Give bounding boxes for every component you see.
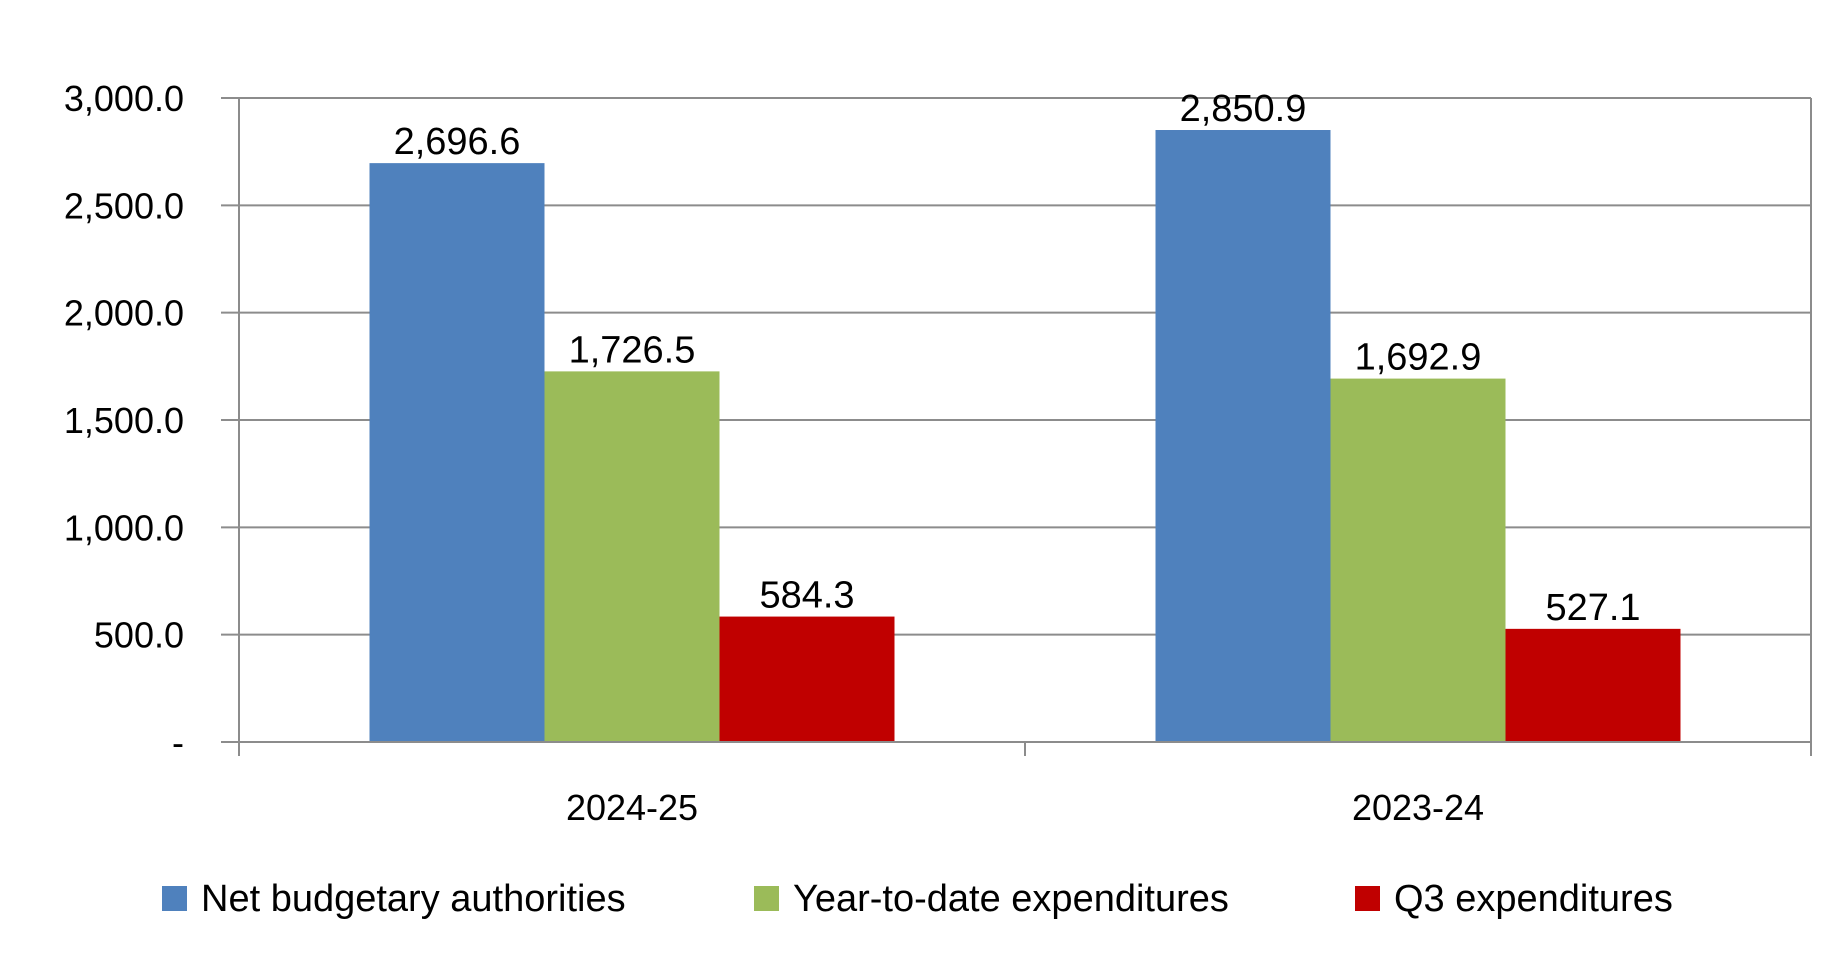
y-tick-label: - bbox=[172, 722, 184, 763]
legend: Net budgetary authorities Year-to-date ex… bbox=[162, 878, 1673, 920]
bar bbox=[1155, 130, 1331, 742]
data-label: 2,850.9 bbox=[1180, 88, 1307, 130]
y-tick-label: 2,500.0 bbox=[64, 185, 184, 226]
data-label: 584.3 bbox=[759, 575, 854, 617]
legend-label: Year-to-date expenditures bbox=[793, 878, 1229, 920]
legend-swatch bbox=[162, 886, 187, 911]
y-tick-label: 1,000.0 bbox=[64, 507, 184, 548]
bar bbox=[544, 371, 720, 742]
x-axis: 2024-25 2023-24 bbox=[221, 741, 1812, 828]
bar bbox=[1330, 378, 1506, 742]
x-tick-label: 2023-24 bbox=[1352, 787, 1484, 828]
legend-label: Net budgetary authorities bbox=[201, 878, 626, 920]
bar bbox=[369, 163, 545, 742]
x-tick-label: 2024-25 bbox=[566, 787, 698, 828]
y-tick-label: 2,000.0 bbox=[64, 293, 184, 334]
bars bbox=[369, 130, 1681, 742]
bar bbox=[719, 616, 895, 742]
legend-swatch bbox=[1355, 886, 1380, 911]
y-tick-label: 1,500.0 bbox=[64, 400, 184, 441]
legend-swatch bbox=[754, 886, 779, 911]
y-tick-label: 3,000.0 bbox=[64, 78, 184, 119]
y-axis: - 500.0 1,000.0 1,500.0 2,000.0 2,500.0 3,000.… bbox=[64, 78, 240, 763]
data-label: 1,692.9 bbox=[1355, 337, 1482, 379]
bar bbox=[1505, 628, 1681, 742]
legend-label: Q3 expenditures bbox=[1394, 878, 1673, 920]
data-labels: 2,696.6 1,726.5 584.3 2,850.9 1,692.9 527.1 bbox=[394, 88, 1641, 629]
y-tick-label: 500.0 bbox=[94, 615, 184, 656]
data-label: 1,726.5 bbox=[569, 329, 696, 371]
data-label: 2,696.6 bbox=[394, 121, 521, 163]
data-label: 527.1 bbox=[1545, 587, 1640, 629]
